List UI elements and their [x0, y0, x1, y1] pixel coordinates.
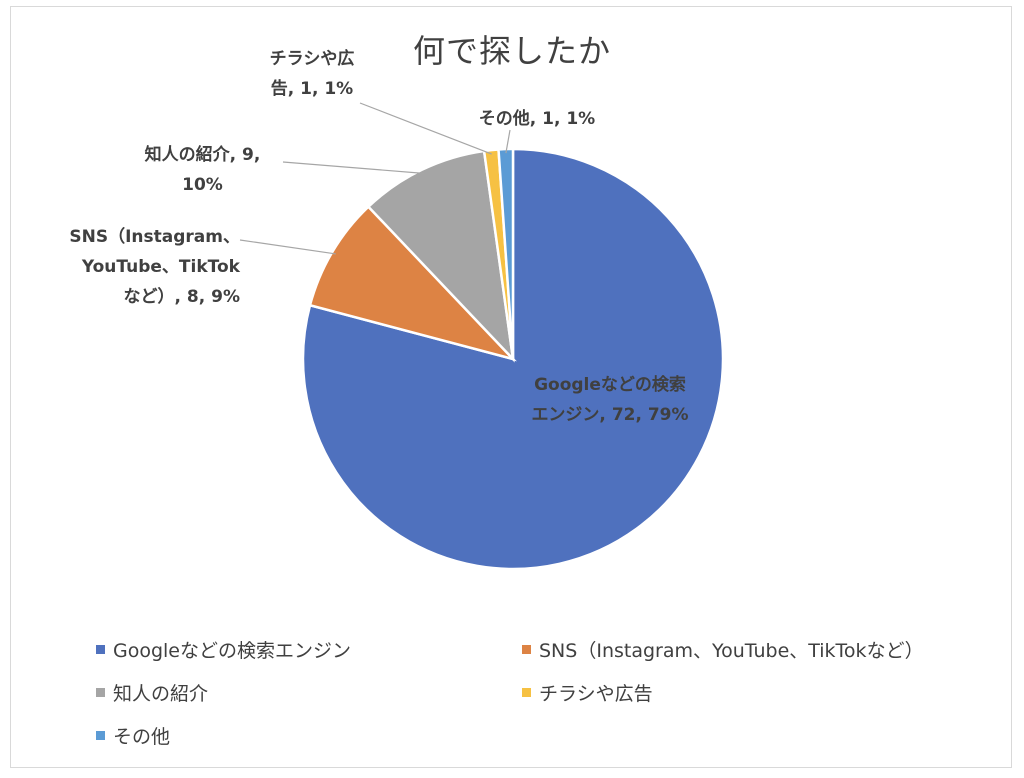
- leader-line: [359, 102, 492, 155]
- leader-line: [505, 129, 511, 154]
- legend-swatch: [96, 688, 105, 697]
- slice-sns: [308, 204, 517, 362]
- data-label-line: など）, 8, 9%: [123, 287, 240, 307]
- slice-other: [497, 147, 515, 360]
- data-label-line: チラシや広: [269, 49, 355, 69]
- legend-item-acquaintance: 知人の紹介: [96, 679, 208, 706]
- data-label-other: その他, 1, 1%: [462, 104, 612, 134]
- legend-swatch: [96, 645, 105, 654]
- data-label-line: その他, 1, 1%: [478, 109, 596, 129]
- legend-item-search-engine: Googleなどの検索エンジン: [96, 636, 351, 663]
- data-label-flyer: チラシや広 告, 1, 1%: [242, 44, 382, 104]
- data-label-acquaintance: 知人の紹介, 9, 10%: [120, 140, 285, 200]
- data-label-line: SNS（Instagram、: [69, 227, 240, 247]
- data-label-search-engine: Googleなどの検索 エンジン, 72, 79%: [510, 370, 710, 430]
- leader-line: [282, 161, 424, 174]
- legend-item-flyer: チラシや広告: [522, 679, 653, 706]
- leader-line: [239, 239, 336, 255]
- legend-label: 知人の紹介: [113, 683, 209, 705]
- data-label-line: Googleなどの検索: [534, 375, 686, 395]
- legend-label: Googleなどの検索エンジン: [113, 640, 352, 662]
- legend-label: SNS（Instagram、YouTube、TikTokなど）: [539, 640, 924, 662]
- legend-swatch: [522, 645, 531, 654]
- data-label-line: エンジン, 72, 79%: [531, 405, 689, 425]
- data-label-line: 10%: [182, 175, 223, 195]
- slice-acquaintance: [366, 149, 515, 363]
- chart-title: 何で探したか: [412, 32, 611, 70]
- data-label-line: 告, 1, 1%: [270, 79, 354, 99]
- legend-item-other: その他: [96, 722, 170, 749]
- legend-swatch: [96, 731, 105, 740]
- legend-label: チラシや広告: [539, 683, 653, 705]
- legend-label: その他: [113, 726, 171, 748]
- data-label-line: 知人の紹介, 9,: [144, 145, 261, 165]
- legend-item-sns: SNS（Instagram、YouTube、TikTokなど）: [522, 636, 924, 663]
- data-label-line: YouTube、TikTok: [81, 257, 240, 277]
- data-label-sns: SNS（Instagram、 YouTube、TikTok など）, 8, 9%: [40, 222, 240, 312]
- legend-swatch: [522, 688, 531, 697]
